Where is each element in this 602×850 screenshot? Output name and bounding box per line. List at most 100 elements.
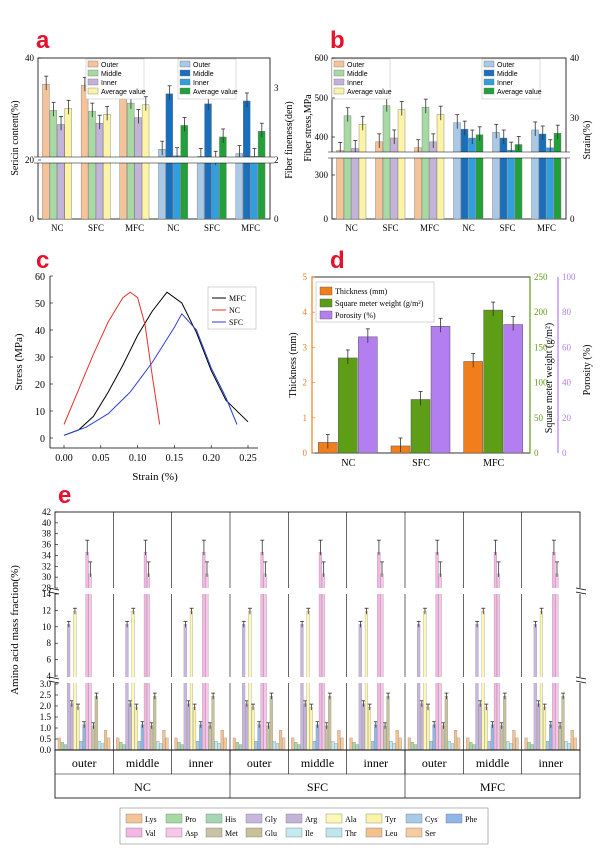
y-tick-label: 40 — [25, 53, 35, 63]
bar-porosity — [358, 336, 378, 454]
axis-break-line — [575, 587, 587, 591]
axis-break-gap — [328, 152, 570, 158]
bar-ser — [165, 737, 169, 751]
bar-tyr — [192, 706, 197, 751]
y-tick-label: 2.0 — [40, 701, 52, 711]
bar-average-value — [358, 124, 367, 220]
y-tick-label: 0 — [324, 214, 329, 224]
y3-tick-label: 40 — [562, 378, 572, 388]
bar-met — [500, 725, 504, 751]
y2-tick-label: 40 — [570, 53, 580, 63]
bar-lys — [466, 737, 470, 751]
legend-label: NC — [229, 306, 240, 315]
y2-axis-label: Strain(%) — [582, 121, 593, 160]
x-tick-label: 0.05 — [92, 453, 110, 464]
bar-middle — [88, 110, 96, 220]
bar-ile — [447, 741, 451, 751]
bar-his — [414, 744, 418, 751]
y-tick-label: 32 — [42, 561, 51, 571]
group-label: MFC — [480, 780, 505, 794]
y3-tick-label: 80 — [562, 307, 572, 317]
bar-outer — [414, 147, 422, 220]
axis-break-gap — [34, 157, 274, 163]
bar-gly — [125, 624, 129, 751]
x-tick-label: SFC — [88, 223, 104, 233]
bar-gly — [67, 624, 71, 751]
axis-break-line — [575, 676, 587, 680]
bar-cys — [487, 741, 491, 751]
bar-met — [383, 725, 387, 751]
y3-axis-label: Porosity (%) — [582, 345, 593, 396]
bar-middle — [499, 137, 508, 220]
bar-lys — [524, 737, 528, 751]
bar-pro — [352, 742, 356, 751]
subgroup-label: outer — [422, 756, 447, 770]
bar-tyr — [251, 706, 255, 751]
bar-inner — [211, 159, 220, 220]
bar-gly — [533, 624, 537, 751]
bar-tyr — [484, 706, 488, 751]
subgroup-label: inner — [189, 756, 214, 770]
legend-right-swatch — [179, 60, 191, 68]
bar-ser — [457, 737, 461, 751]
bar-inner — [351, 148, 359, 220]
legend-right-label: Average value — [193, 89, 238, 96]
legend-label: Ser — [425, 829, 436, 838]
bar-tyr — [367, 706, 372, 751]
bar-outer — [80, 85, 89, 220]
bar-glu — [269, 695, 273, 751]
legend-swatch-pro — [165, 813, 183, 824]
x-tick-label: MFC — [241, 223, 260, 233]
bar-ile — [331, 741, 335, 751]
y-tick-label: 8 — [47, 638, 52, 648]
legend-left-swatch — [333, 69, 345, 77]
bar-inner — [250, 156, 258, 220]
bar-inner — [57, 124, 65, 220]
bar-his — [122, 744, 126, 751]
bar-outer — [336, 150, 344, 220]
x-tick-label: SFC — [382, 223, 398, 233]
y-tick-label: 40 — [42, 518, 52, 528]
y3-tick-label: 60 — [562, 342, 572, 352]
bar-phe — [257, 724, 261, 751]
legend-right-swatch — [483, 87, 495, 95]
y3-tick-label: 0 — [562, 448, 567, 458]
y-tick-label: 12 — [42, 605, 51, 615]
bar-his — [64, 744, 68, 751]
y2-tick-label: 250 — [534, 272, 548, 282]
legend-swatch-phe — [445, 813, 463, 824]
legend-swatch-tyr — [365, 813, 383, 824]
bar-cys — [312, 741, 316, 751]
bar-cys — [137, 741, 141, 751]
legend-right-label: Outer — [193, 62, 211, 69]
y-tick-label: 400 — [315, 132, 329, 142]
bar-his — [530, 744, 534, 751]
y-tick-label: 4 — [47, 671, 52, 681]
legend-swatch-cys — [405, 813, 423, 824]
bar-middle — [165, 93, 174, 220]
bar-cys — [429, 741, 433, 751]
bar-average-value — [397, 109, 406, 220]
bar-ile — [564, 741, 568, 751]
x-tick-label: 0.20 — [202, 453, 220, 464]
axis-break-line — [575, 591, 587, 595]
bar-thr — [217, 743, 221, 751]
bar-glu — [386, 695, 390, 751]
bar-val — [202, 552, 206, 751]
bar-arg — [245, 703, 249, 751]
x-tick-label: 0.25 — [239, 453, 257, 464]
axis-break-line — [48, 587, 60, 591]
y-tick-label: 34 — [42, 550, 52, 560]
y-tick-label: 5 — [303, 272, 308, 282]
subgroup-label: middle — [476, 756, 509, 770]
y-tick-label: 0.5 — [40, 734, 52, 744]
legend-right-label: Middle — [193, 71, 214, 78]
legend-right-label: Middle — [497, 71, 518, 78]
y-tick-label: 14 — [42, 589, 52, 599]
y-tick-label: 20 — [35, 380, 45, 391]
y-tick-label: 38 — [42, 529, 52, 539]
bar-inner — [546, 147, 554, 220]
bar-tyr — [309, 706, 313, 751]
bar-middle — [460, 128, 469, 220]
legend-left-label: Inner — [347, 80, 364, 87]
